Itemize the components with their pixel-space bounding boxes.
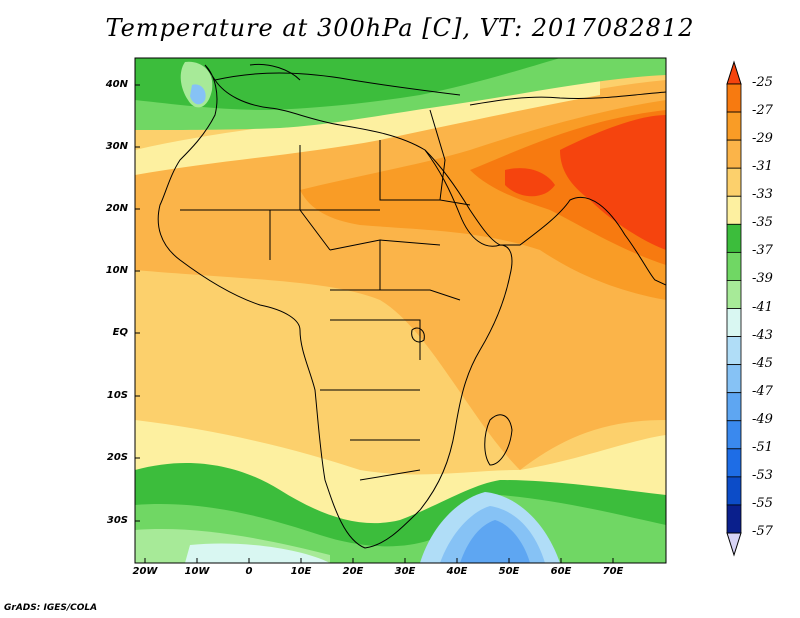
temperature-field — [135, 58, 666, 563]
lon-label-10w: 10W — [184, 566, 210, 577]
madagascar-outline — [484, 414, 513, 466]
colorbar-segment — [726, 223, 742, 253]
lat-label-20s: 20S — [106, 452, 128, 463]
lat-label-10n: 10N — [105, 265, 128, 276]
axis-ticks — [135, 84, 614, 563]
map-frame — [134, 57, 667, 564]
colorbar-label: -39 — [752, 271, 773, 287]
europe-coast — [249, 63, 301, 81]
colorbar-label: -41 — [752, 299, 773, 315]
colorbar-label: -47 — [752, 383, 773, 399]
lon-label-20e: 20E — [342, 566, 364, 577]
colorbar-segment — [726, 364, 742, 394]
colorbar-arrow-top — [726, 60, 742, 85]
colorbar-label: -43 — [752, 327, 773, 343]
colorbar-label: -29 — [752, 131, 773, 147]
colorbar-label: -45 — [752, 355, 773, 371]
lon-label-60e: 60E — [550, 566, 572, 577]
lat-label-40n: 40N — [105, 79, 128, 90]
country-borders — [180, 109, 471, 481]
chart-title: Temperature at 300hPa [C], VT: 201708281… — [105, 14, 695, 42]
lat-label-eq: EQ — [112, 327, 128, 338]
lat-label-30s: 30S — [106, 515, 128, 526]
colorbar — [726, 60, 742, 557]
colorbar-segment — [726, 139, 742, 169]
colorbar-label: -57 — [752, 524, 773, 539]
lon-label-30e: 30E — [394, 566, 416, 577]
field-band-49 — [460, 520, 530, 563]
mediterranean-coast — [214, 72, 461, 96]
colorbar-label: -53 — [752, 467, 773, 483]
lat-label-30n: 30N — [105, 141, 128, 152]
colorbar-label: -27 — [752, 103, 773, 119]
africa-outline — [157, 64, 513, 549]
field-band-25 — [560, 115, 666, 250]
lat-label-10s: 10S — [106, 390, 128, 401]
colorbar-label: -37 — [752, 243, 773, 259]
colorbar-label: -33 — [752, 187, 773, 203]
colorbar-segment — [726, 448, 742, 478]
colorbar-segment — [726, 420, 742, 450]
colorbar-arrow-bottom — [726, 532, 742, 557]
colorbar-segment — [726, 195, 742, 225]
colorbar-label: -49 — [752, 411, 773, 427]
lat-label-20n: 20N — [105, 203, 128, 214]
colorbar-segment — [726, 280, 742, 309]
colorbar-segment — [726, 83, 742, 113]
colorbar-label: -55 — [752, 495, 773, 511]
coastlines — [157, 63, 666, 549]
lon-label-50e: 50E — [498, 566, 520, 577]
lake-victoria — [411, 327, 425, 343]
colorbar-label: -51 — [752, 439, 773, 455]
field-hot-patch — [505, 168, 555, 197]
colorbar-segment — [726, 504, 742, 534]
colorbar-segment — [726, 167, 742, 197]
field-band-43-south — [185, 543, 330, 563]
field-band-37-north — [135, 58, 560, 110]
colorbar-segment — [726, 476, 742, 506]
colorbar-label: -35 — [752, 215, 773, 231]
lon-label-10e: 10E — [290, 566, 312, 577]
lon-label-0: 0 — [245, 566, 253, 577]
colorbar-segment — [726, 336, 742, 366]
field-band-35-north — [135, 75, 600, 175]
colorbar-segment — [726, 308, 742, 337]
colorbar-label: -31 — [752, 159, 773, 175]
lon-label-20w: 20W — [132, 566, 158, 577]
arabia-india-coast — [424, 149, 666, 286]
footer-credit: GrADS: IGES/COLA — [4, 603, 98, 613]
asia-north-border — [469, 91, 666, 106]
colorbar-segment — [726, 251, 742, 281]
lon-label-40e: 40E — [446, 566, 468, 577]
lon-label-70e: 70E — [602, 566, 624, 577]
field-cold-core — [190, 84, 206, 105]
colorbar-label: -25 — [752, 75, 773, 90]
colorbar-segment — [726, 392, 742, 422]
colorbar-segment — [726, 111, 742, 141]
